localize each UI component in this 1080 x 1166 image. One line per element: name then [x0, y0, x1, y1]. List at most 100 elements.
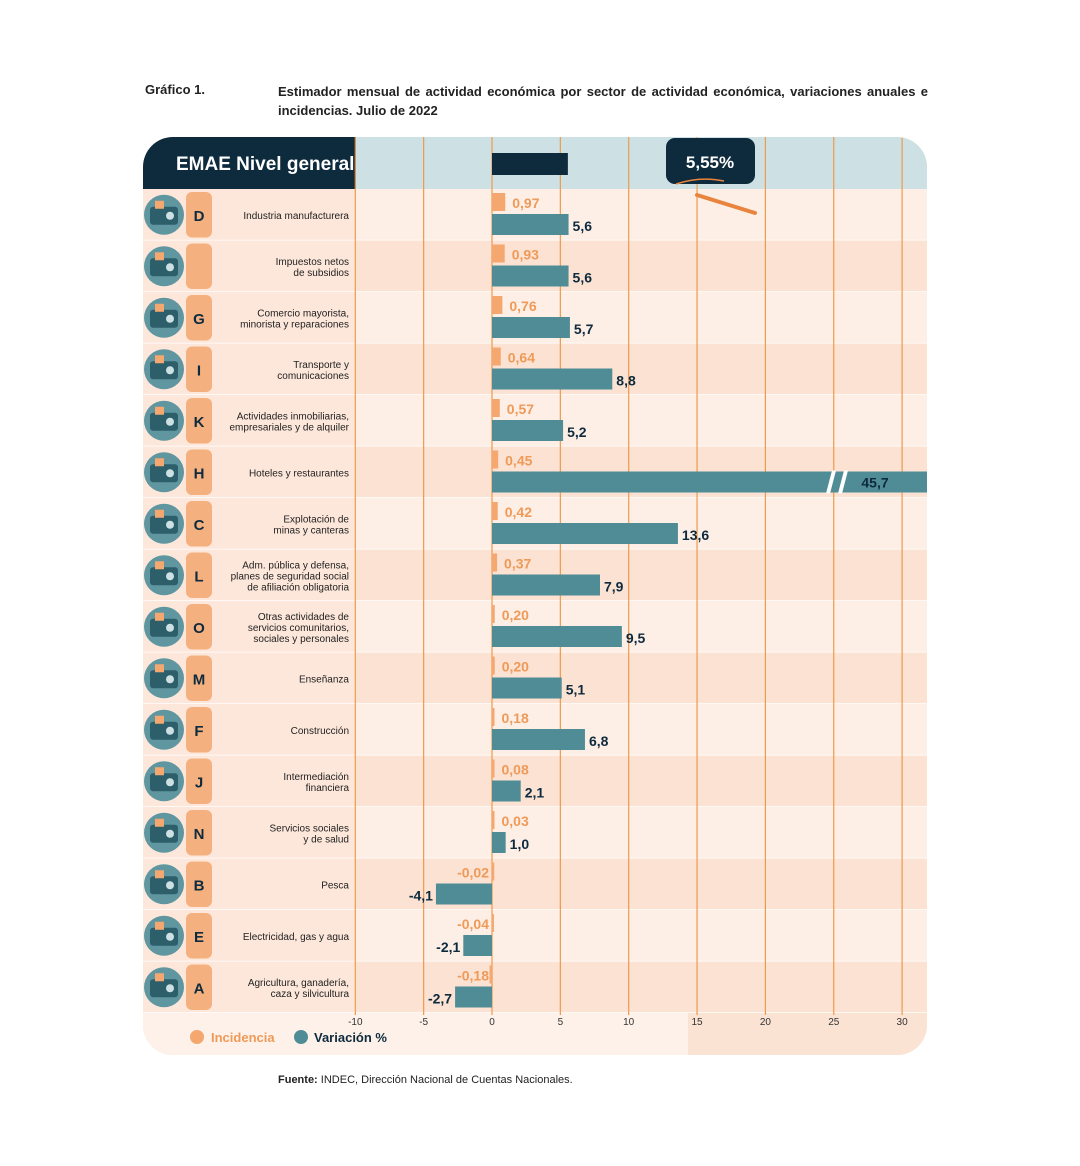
row-background — [356, 395, 927, 447]
variacion-bar — [463, 935, 492, 956]
row-background — [356, 292, 927, 344]
variacion-bar — [492, 265, 569, 287]
utilities-icon — [144, 915, 184, 956]
sector-label: Industria manufacturera — [243, 211, 349, 222]
variacion-bar — [492, 471, 927, 493]
bank-icon — [144, 761, 184, 802]
header-band — [356, 137, 927, 189]
legend-area — [143, 1013, 688, 1055]
x-tick-label: -5 — [419, 1017, 428, 1028]
row-letter-strip — [186, 604, 212, 650]
realestate-icon — [144, 400, 184, 441]
incidencia-bar — [492, 759, 495, 778]
row-background — [356, 652, 927, 704]
x-tick-label: -10 — [348, 1017, 363, 1028]
row-background — [356, 343, 927, 395]
incidencia-label: 0,57 — [507, 401, 534, 417]
variacion-bar — [492, 677, 562, 699]
incidencia-label: 0,64 — [508, 350, 535, 366]
mining-icon — [144, 503, 184, 544]
sector-label: Pesca — [321, 880, 349, 891]
incidencia-label: 0,45 — [505, 453, 532, 469]
sector-label: Hoteles y restaurantes — [249, 468, 349, 479]
incidencia-bar — [491, 862, 495, 881]
variacion-label: 5,7 — [574, 321, 594, 337]
variacion-bar — [492, 368, 613, 390]
shop-icon — [144, 297, 184, 338]
incidencia-label: 0,20 — [502, 659, 529, 675]
education-icon — [144, 658, 184, 699]
variacion-bar — [492, 729, 585, 750]
variacion-label: 9,5 — [626, 630, 646, 646]
source-label: Fuente: — [278, 1074, 318, 1086]
chart-title: Estimador mensual de actividad económica… — [278, 84, 928, 118]
general-value-label: 5,55% — [686, 153, 734, 172]
incidencia-bar — [491, 914, 494, 932]
government-icon — [144, 555, 184, 596]
sector-letter: C — [194, 517, 205, 534]
variacion-bar — [492, 317, 570, 338]
incidencia-bar — [492, 502, 498, 520]
x-tick-label: 10 — [623, 1017, 635, 1028]
sector-label: Actividades inmobiliarias, empresariales … — [229, 411, 349, 433]
hotel-icon — [144, 452, 184, 493]
general-value-badge — [666, 138, 755, 184]
incidencia-label: 0,42 — [505, 504, 532, 520]
incidencia-label: 0,20 — [502, 607, 529, 623]
fishing-icon — [144, 864, 184, 905]
sector-label: Adm. pública y defensa, planes de segurid… — [231, 560, 350, 593]
sector-label: Otras actividades de servicios comunitari… — [248, 612, 350, 645]
pencil-stroke — [675, 178, 725, 185]
sector-letter: D — [194, 208, 205, 225]
axis-break-mark — [826, 470, 836, 494]
row-background — [356, 189, 927, 241]
incidencia-label: -0,18 — [457, 968, 489, 984]
gears-icon — [144, 194, 184, 235]
variacion-label: 5,2 — [567, 424, 587, 440]
row-background — [356, 807, 927, 859]
sector-label: Agricultura, ganadería, caza y silvicultu… — [248, 978, 350, 1000]
source-note: Fuente: INDEC, Dirección Nacional de Cue… — [278, 1074, 573, 1086]
x-tick-label: 25 — [828, 1017, 840, 1028]
incidencia-bar — [492, 656, 495, 675]
sector-letter: N — [194, 826, 205, 843]
variacion-bar — [455, 986, 492, 1008]
incidencia-bar — [492, 450, 499, 469]
sector-label: Comercio mayorista, minorista y reparacio… — [240, 308, 349, 330]
incidencia-bar — [492, 399, 500, 417]
variacion-bar — [492, 214, 569, 235]
figure-label: Gráfico 1. — [145, 82, 205, 97]
row-letter-strip — [186, 707, 212, 753]
incidencia-bar — [492, 605, 495, 623]
row-letter-strip — [186, 964, 212, 1010]
variacion-label: 7,9 — [604, 579, 624, 595]
sector-label: Impuestos netos de subsidios — [276, 257, 349, 279]
variacion-label: 5,6 — [573, 270, 593, 286]
pencil-icon — [695, 193, 757, 215]
variacion-bar — [492, 574, 600, 596]
variacion-bar — [492, 832, 506, 853]
sector-letter: E — [194, 929, 204, 946]
row-background — [356, 601, 927, 653]
incidencia-label: 0,76 — [509, 298, 536, 314]
incidencia-bar — [492, 347, 501, 366]
row-letter-strip — [186, 398, 212, 444]
sector-letter: I — [197, 362, 201, 379]
incidencia-label: 0,93 — [512, 247, 539, 263]
row-background — [356, 910, 927, 962]
variacion-label: 5,6 — [573, 218, 593, 234]
row-background — [356, 549, 927, 601]
legend-swatch-variacion — [294, 1030, 308, 1044]
row-letter-strip — [186, 810, 212, 856]
sector-letter: B — [194, 877, 205, 894]
x-tick-label: 5 — [558, 1017, 564, 1028]
row-letter-strip — [186, 758, 212, 804]
row-letter-strip — [186, 346, 212, 392]
legend-swatch-incidencia — [190, 1030, 204, 1044]
incidencia-label: -0,02 — [457, 865, 489, 881]
incidencia-label: 0,08 — [502, 762, 529, 778]
sector-letter: J — [195, 774, 203, 791]
row-letter-strip — [186, 552, 212, 598]
incidencia-bar — [492, 708, 495, 726]
